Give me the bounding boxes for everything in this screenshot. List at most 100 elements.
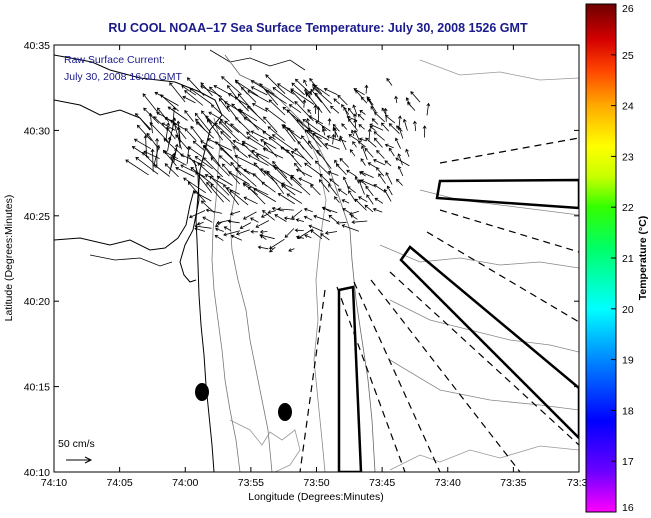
current-vector <box>269 238 285 249</box>
current-vector <box>210 104 230 122</box>
current-vector <box>239 222 252 229</box>
current-vector <box>282 106 303 124</box>
current-vector <box>260 139 277 149</box>
isobath-3 <box>229 139 273 472</box>
current-vector <box>386 77 393 86</box>
current-vector <box>304 234 312 239</box>
current-vector <box>367 97 373 106</box>
current-vector <box>294 162 306 176</box>
current-vector <box>426 102 431 116</box>
current-vector <box>274 166 293 187</box>
current-vector <box>164 163 179 178</box>
current-vector <box>384 160 392 167</box>
current-vector <box>216 175 233 186</box>
map-plot-area: Raw Surface Current: July 30, 2008 16:00… <box>54 45 579 472</box>
current-vector <box>247 136 269 151</box>
x-tick-label: 74:10 <box>41 477 67 489</box>
current-vector <box>321 206 338 214</box>
current-vector <box>381 122 389 132</box>
current-vector <box>334 196 340 203</box>
current-vector <box>313 104 318 114</box>
current-vector <box>307 127 330 141</box>
current-vector <box>142 93 161 116</box>
current-vector <box>358 124 365 130</box>
current-vector <box>134 113 152 130</box>
current-vector <box>277 193 295 205</box>
current-vector <box>348 118 358 131</box>
current-vector <box>354 129 360 141</box>
current-vector <box>207 138 233 151</box>
current-vector <box>194 224 212 229</box>
current-vector <box>186 77 205 96</box>
current-vector <box>308 90 313 98</box>
current-vector <box>246 105 267 124</box>
station-marker-2 <box>278 403 292 421</box>
current-vector <box>200 200 215 213</box>
current-vector <box>234 167 257 187</box>
y-tick-label: 40:20 <box>24 296 50 308</box>
current-vector <box>376 167 385 177</box>
current-vector <box>349 149 356 157</box>
current-vector <box>369 123 384 131</box>
transect-box-south <box>337 285 363 472</box>
colorbar-tick-label: 26 <box>622 3 634 15</box>
current-vector <box>359 109 366 115</box>
current-vector <box>156 107 170 122</box>
colorbar-tick-label: 19 <box>622 355 634 367</box>
bay-shoreline <box>54 189 195 251</box>
current-vector <box>263 142 278 158</box>
current-vector <box>342 176 349 187</box>
x-tick-label: 73:55 <box>238 477 264 489</box>
x-tick-label: 73:3 <box>567 477 588 489</box>
current-vector <box>143 134 148 158</box>
current-vector <box>229 189 249 206</box>
current-vector <box>397 165 404 177</box>
current-vector <box>394 137 401 149</box>
current-vector <box>308 115 323 125</box>
current-vector <box>206 118 224 141</box>
current-vector <box>413 120 417 132</box>
current-vector <box>155 137 160 168</box>
current-vector <box>384 143 394 149</box>
current-vector <box>183 177 207 194</box>
current-vector <box>388 147 395 157</box>
current-vector <box>314 160 331 176</box>
current-vector <box>407 101 416 111</box>
current-vector <box>180 164 206 178</box>
current-vector <box>347 186 356 194</box>
current-vector <box>358 196 368 203</box>
current-vector <box>327 117 332 126</box>
current-vector <box>268 136 287 151</box>
current-vector <box>286 109 305 131</box>
current-vector <box>172 122 182 150</box>
current-vector <box>282 125 302 140</box>
x-tick-label: 73:45 <box>369 477 395 489</box>
current-vector <box>205 208 222 214</box>
current-vector <box>173 143 179 163</box>
colorbar-tick-label: 22 <box>622 202 634 214</box>
current-vector <box>410 91 421 103</box>
current-vector <box>251 149 269 160</box>
current-vector <box>219 147 240 166</box>
x-axis-label: Longitude (Degrees:Minutes) <box>248 491 383 503</box>
current-vector <box>308 140 321 157</box>
legend-line-2: July 30, 2008 16:00 GMT <box>64 71 182 83</box>
y-tick-label: 40:35 <box>24 40 50 52</box>
current-vector <box>319 173 331 185</box>
current-vector <box>369 125 376 131</box>
current-vector <box>227 219 240 224</box>
current-vector <box>235 229 250 236</box>
colorbar-tick-label: 20 <box>622 304 634 316</box>
current-vector <box>373 131 385 141</box>
current-vector <box>303 207 313 213</box>
isobath-11 <box>419 59 579 81</box>
current-vector <box>218 121 240 142</box>
current-vector <box>294 148 312 166</box>
current-vector <box>288 104 302 114</box>
current-vector <box>162 149 177 167</box>
current-vector <box>290 150 305 159</box>
current-vector <box>153 116 169 131</box>
current-vector <box>216 219 230 225</box>
current-vector <box>364 84 369 94</box>
